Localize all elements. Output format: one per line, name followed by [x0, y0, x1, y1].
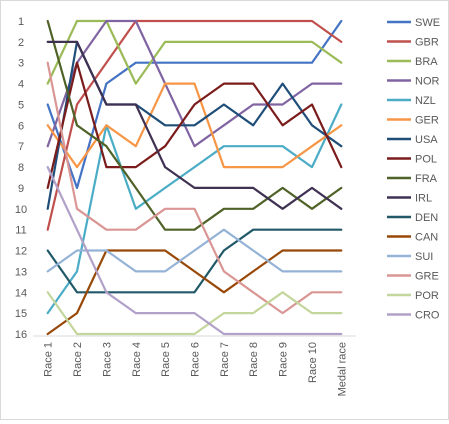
- legend-label-cro: CRO: [415, 310, 440, 322]
- legend-label-usa: USA: [415, 134, 438, 146]
- legend-label-ger: GER: [415, 115, 439, 127]
- legend-label-swe: SWE: [415, 17, 440, 29]
- legend-label-irl: IRL: [415, 193, 432, 205]
- series-line-fra: [46, 19, 343, 231]
- x-tick-label: Race 5: [160, 342, 172, 377]
- series-line-irl: [46, 40, 343, 210]
- legend-label-nzl: NZL: [415, 95, 436, 107]
- x-tick-label: Race 6: [190, 342, 202, 377]
- y-tick-label: 16: [15, 329, 27, 341]
- y-tick-label: 13: [15, 266, 27, 278]
- legend-label-gbr: GBR: [415, 37, 439, 49]
- legend: SWE GBR BRA NOR NZL GER USA POL FRA IRL DEN CAN SUI G…: [387, 17, 440, 322]
- legend-label-can: CAN: [415, 232, 438, 244]
- y-tick-label: 4: [18, 79, 24, 91]
- series-line-gre: [46, 61, 343, 315]
- x-tick-label: Medal race: [336, 342, 348, 396]
- series-line-pol: [46, 61, 343, 189]
- x-axis: Race 1 Race 2 Race 3 Race 4 Race 5 Race 6 Race…: [33, 335, 356, 396]
- series-line-sui: [46, 228, 343, 273]
- x-tick-label: Race 7: [219, 342, 231, 377]
- series-line-por: [46, 291, 343, 336]
- y-tick-label: 7: [18, 141, 24, 153]
- y-tick-label: 3: [18, 58, 24, 70]
- y-tick-label: 10: [15, 204, 27, 216]
- series-line-swe: [46, 19, 343, 189]
- x-tick-label: Race 1: [43, 342, 55, 377]
- series-line-den: [46, 228, 343, 294]
- legend-label-nor: NOR: [415, 76, 440, 88]
- y-tick-label: 6: [18, 120, 24, 132]
- legend-label-bra: BRA: [415, 56, 438, 68]
- legend-label-gre: GRE: [415, 271, 439, 283]
- series-line-gbr: [46, 19, 343, 231]
- y-tick-label: 9: [18, 183, 24, 195]
- x-tick-label: Race 8: [248, 342, 260, 377]
- y-tick-label: 8: [18, 162, 24, 174]
- x-tick-label: Race 9: [278, 342, 290, 377]
- y-tick-label: 12: [15, 246, 27, 258]
- series-line-bra: [46, 19, 343, 85]
- legend-label-sui: SUI: [415, 251, 433, 263]
- y-tick-label: 1: [18, 16, 24, 28]
- legend-label-pol: POL: [415, 154, 437, 166]
- series-lines: [46, 19, 343, 336]
- y-tick-label: 15: [15, 308, 27, 320]
- legend-label-fra: FRA: [415, 173, 438, 185]
- y-tick-label: 11: [15, 225, 26, 237]
- y-tick-label: 14: [15, 287, 27, 299]
- x-tick-label: Race 10: [307, 342, 319, 383]
- y-tick-label: 2: [18, 37, 24, 49]
- x-tick-label: Race 3: [101, 342, 113, 377]
- series-line-usa: [46, 40, 343, 210]
- x-tick-label: Race 4: [131, 342, 143, 377]
- series-line-cro: [46, 166, 343, 336]
- series-line-nzl: [46, 103, 343, 315]
- y-tick-label: 5: [18, 99, 24, 111]
- legend-label-por: POR: [415, 290, 439, 302]
- x-tick-label: Race 2: [72, 342, 84, 377]
- legend-label-den: DEN: [415, 212, 438, 224]
